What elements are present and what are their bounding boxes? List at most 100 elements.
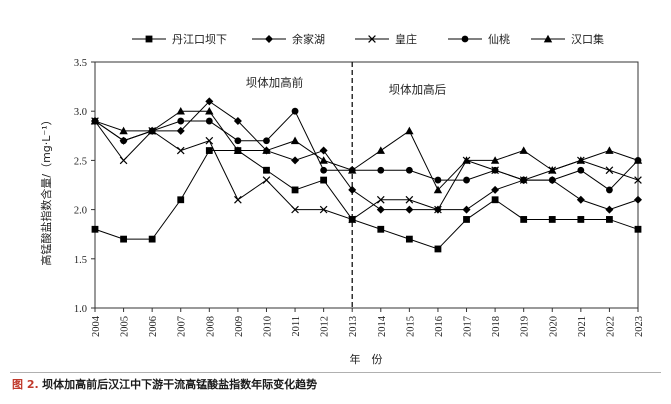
- data-point: [633, 156, 643, 164]
- data-point: [462, 156, 471, 164]
- figure-number: 图 2.: [12, 378, 39, 391]
- data-point: [376, 195, 385, 204]
- data-point: [320, 176, 328, 184]
- series-line: [94, 100, 639, 211]
- marker-stroke: [234, 195, 242, 204]
- x-tick-label: 2015: [405, 316, 416, 337]
- legend-item: 皇庄: [355, 32, 417, 46]
- data-point: [205, 147, 213, 154]
- x-tick-label: 2020: [548, 316, 559, 337]
- marker-stroke: [262, 176, 271, 184]
- marker-stroke: [205, 136, 214, 145]
- data-point: [405, 195, 414, 204]
- x-tick-label: 2010: [262, 316, 273, 337]
- x-tick-label: 2021: [577, 316, 588, 337]
- data-point: [291, 205, 299, 214]
- legend-item: 仙桃: [448, 32, 510, 46]
- data-point: [205, 107, 214, 115]
- x-tick-label: 2011: [291, 316, 302, 337]
- legend: 丹江口坝下 余家湖 皇庄 仙桃 汉口集: [132, 32, 604, 46]
- data-point: [290, 136, 300, 145]
- data-point: [548, 166, 557, 174]
- data-point: [434, 245, 442, 253]
- legend-marker: [543, 34, 553, 43]
- y-tick-label: 1.5: [74, 255, 87, 266]
- data-point: [576, 195, 585, 204]
- line-chart: 丹江口坝下 余家湖 皇庄 仙桃 汉口集 坝体加高前 坝体加高后 1.0 1.5 2.0 2.5 3…: [39, 32, 645, 366]
- series-group: [90, 97, 643, 253]
- data-point: [119, 156, 128, 165]
- caption-rule: [10, 372, 661, 373]
- data-point: [463, 176, 470, 184]
- data-point: [176, 126, 185, 135]
- data-point: [520, 216, 528, 223]
- data-point: [520, 176, 528, 184]
- data-point: [405, 126, 414, 135]
- marker-stroke: [319, 205, 328, 214]
- data-point: [262, 146, 271, 154]
- figure-caption: 图 2. 坝体加高前后汉江中下游干流高锰酸盐指数年际变化趋势: [12, 376, 317, 392]
- legend-marker: [145, 35, 153, 43]
- marker-stroke: [434, 205, 442, 214]
- series-line: [94, 120, 639, 220]
- x-tick-label: 2007: [177, 316, 188, 337]
- marker-stroke: [291, 205, 299, 214]
- data-point: [377, 225, 385, 233]
- legend-label: 皇庄: [395, 32, 417, 46]
- x-tick-label: 2009: [234, 316, 245, 337]
- x-tick-label: 2008: [205, 316, 216, 337]
- data-point: [91, 225, 99, 233]
- data-point: [90, 116, 100, 125]
- legend-label: 余家湖: [292, 32, 325, 46]
- legend-label: 丹江口坝下: [172, 32, 227, 46]
- y-tick-label: 3.0: [74, 107, 87, 118]
- data-point: [491, 185, 500, 194]
- x-tick-label: 2004: [91, 315, 102, 337]
- data-point: [205, 117, 213, 125]
- axes: 1.0 1.5 2.0 2.5 3.0 3.5 2004 2005 2006 2007 2008 20…: [74, 58, 645, 337]
- data-point: [634, 176, 642, 184]
- data-point: [319, 205, 328, 214]
- data-point: [148, 235, 156, 243]
- data-point: [120, 137, 127, 145]
- series-line: [94, 110, 639, 191]
- x-tick-label: 2016: [434, 316, 445, 337]
- annotations: 坝体加高前 坝体加高后: [246, 76, 446, 97]
- x-tick-label: 2017: [463, 316, 474, 337]
- series-diamond: [91, 97, 642, 214]
- data-point: [348, 166, 357, 174]
- data-point: [548, 216, 556, 223]
- legend-label: 仙桃: [488, 32, 510, 46]
- data-point: [577, 216, 585, 223]
- data-point: [319, 146, 328, 155]
- data-point: [320, 166, 328, 174]
- data-point: [376, 205, 385, 214]
- figure-title: 坝体加高前后汉江中下游干流高锰酸盐指数年际变化趋势: [42, 378, 318, 391]
- data-point: [433, 185, 443, 194]
- data-point: [291, 186, 299, 194]
- data-point: [291, 107, 299, 115]
- legend-marker: [265, 35, 273, 43]
- y-tick-label: 1.0: [74, 304, 87, 315]
- data-point: [263, 137, 270, 145]
- data-point: [576, 156, 586, 164]
- data-point: [176, 107, 185, 115]
- data-point: [234, 137, 242, 145]
- data-point: [119, 126, 128, 135]
- data-point: [634, 195, 642, 204]
- data-point: [605, 146, 614, 154]
- plot-frame: [94, 61, 639, 309]
- y-tick-label: 2.0: [74, 206, 87, 217]
- marker-stroke: [405, 195, 414, 204]
- x-tick-label: 2022: [605, 316, 616, 337]
- data-point: [348, 185, 357, 194]
- data-point: [233, 146, 243, 154]
- data-point: [634, 225, 642, 233]
- data-point: [606, 216, 613, 223]
- data-point: [463, 216, 470, 223]
- data-point: [462, 205, 471, 214]
- data-point: [262, 176, 271, 184]
- x-tick-label: 2014: [377, 315, 388, 337]
- data-point: [491, 166, 499, 174]
- x-tick-label: 2006: [148, 316, 159, 337]
